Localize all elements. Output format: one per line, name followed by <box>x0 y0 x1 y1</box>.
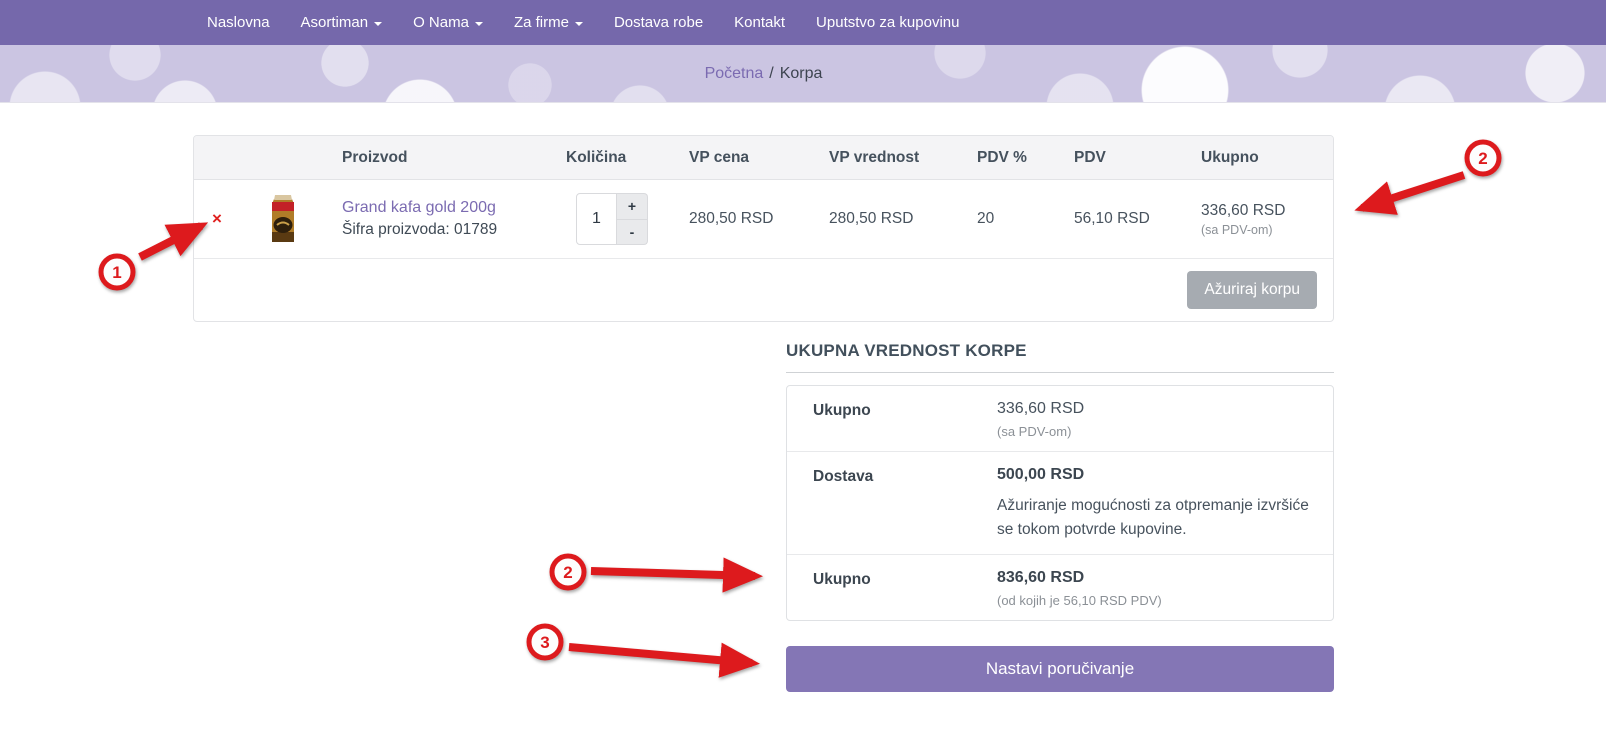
product-code: Šifra proizvoda: 01789 <box>342 221 498 238</box>
pdv-percent-value: 20 <box>977 210 995 227</box>
summary-note: Ažuriranje mogućnosti za otpremanje izvr… <box>997 497 1309 539</box>
header-pdv: PDV <box>1074 148 1106 166</box>
summary-row-shipping: Dostava 500,00 RSD Ažuriranje mogućnosti… <box>787 452 1333 556</box>
row-total-amount: 336,60 RSD <box>1201 201 1286 219</box>
cart-item-row: × Grand kafa gold 200g Šifra proizvoda: … <box>194 180 1333 259</box>
product-image <box>256 192 334 246</box>
annotation-badge-1: 1 <box>112 263 121 282</box>
nav-item-o-nama[interactable]: O Nama <box>413 14 483 31</box>
cart-summary: UKUPNA VREDNOST KORPE Ukupno 336,60 RSD … <box>786 341 1334 693</box>
header-quantity: Količina <box>566 148 627 166</box>
pdv-value: 56,10 RSD <box>1074 210 1150 227</box>
product-name-link[interactable]: Grand kafa gold 200g <box>342 199 496 216</box>
summary-note: (sa PDV-om) <box>997 424 1072 439</box>
summary-label: Ukupno <box>813 402 871 419</box>
summary-row-subtotal: Ukupno 336,60 RSD (sa PDV-om) <box>787 386 1333 452</box>
nav-item-asortiman[interactable]: Asortiman <box>301 14 383 31</box>
quantity-stepper: + - <box>576 193 648 245</box>
chevron-down-icon <box>374 21 383 26</box>
annotation-badge-2b: 2 <box>563 563 572 582</box>
annotation-badge-2: 2 <box>1478 149 1487 168</box>
summary-value: 836,60 RSD <box>997 569 1085 587</box>
nav-item-za-firme[interactable]: Za firme <box>514 14 583 31</box>
breadcrumb-current: Korpa <box>779 65 823 82</box>
quantity-increase-button[interactable]: + <box>617 193 648 220</box>
nav-item-kontakt[interactable]: Kontakt <box>734 14 786 31</box>
summary-label: Dostava <box>813 468 874 485</box>
vp-value-value: 280,50 RSD <box>829 210 914 227</box>
summary-title: UKUPNA VREDNOST KORPE <box>786 341 1334 373</box>
breadcrumb-home-link[interactable]: Početna <box>704 65 764 82</box>
breadcrumb: Početna / Korpa <box>193 45 1334 103</box>
annotation-arrow-1: 1 <box>98 222 209 291</box>
row-total: 336,60 RSD (sa PDV-om) <box>1173 202 1333 237</box>
chevron-down-icon <box>474 21 483 26</box>
summary-value: 500,00 RSD <box>997 466 1085 483</box>
header-total: Ukupno <box>1201 148 1259 166</box>
summary-value: 336,60 RSD <box>997 400 1085 417</box>
header-vp-price: VP cena <box>689 148 750 166</box>
cart-table-header: Proizvod Količina VP cena VP vrednost PD… <box>194 136 1333 180</box>
header-product: Proizvod <box>342 148 408 166</box>
header-vp-value: VP vrednost <box>829 148 920 166</box>
nav-item-dostava-robe[interactable]: Dostava robe <box>613 14 704 31</box>
cart-table-footer: Ažuriraj korpu <box>194 259 1333 321</box>
quantity-decrease-button[interactable]: - <box>617 219 648 245</box>
header-pdv-percent: PDV % <box>977 148 1027 166</box>
update-cart-button[interactable]: Ažuriraj korpu <box>1187 271 1317 309</box>
vp-price-value: 280,50 RSD <box>689 210 774 227</box>
breadcrumb-banner: Početna / Korpa <box>0 45 1606 103</box>
annotation-arrow-2-top: 2 <box>1354 139 1502 215</box>
annotation-arrow-3: 3 <box>526 623 760 678</box>
summary-row-grand-total: Ukupno 836,60 RSD (od kojih je 56,10 RSD… <box>787 555 1333 620</box>
summary-card: Ukupno 336,60 RSD (sa PDV-om) Dostava 50… <box>786 385 1334 622</box>
remove-item-button[interactable]: × <box>194 210 222 227</box>
nav-item-uputstvo[interactable]: Uputstvo za kupovinu <box>816 14 960 31</box>
main-nav: Naslovna Asortiman O Nama Za firme Dosta… <box>0 0 1606 45</box>
annotation-arrow-2-bottom: 2 <box>549 553 763 593</box>
breadcrumb-separator: / <box>769 65 774 82</box>
chevron-down-icon <box>574 21 583 26</box>
row-total-note: (sa PDV-om) <box>1201 222 1273 237</box>
summary-note: (od kojih je 56,10 RSD PDV) <box>997 593 1162 609</box>
annotation-badge-3: 3 <box>540 633 549 652</box>
quantity-input[interactable] <box>576 193 617 245</box>
cart-table: Proizvod Količina VP cena VP vrednost PD… <box>193 135 1334 322</box>
continue-order-button[interactable]: Nastavi poručivanje <box>786 646 1334 693</box>
summary-label: Ukupno <box>813 571 871 589</box>
nav-item-naslovna[interactable]: Naslovna <box>207 14 270 31</box>
coffee-pack-image <box>272 195 294 242</box>
